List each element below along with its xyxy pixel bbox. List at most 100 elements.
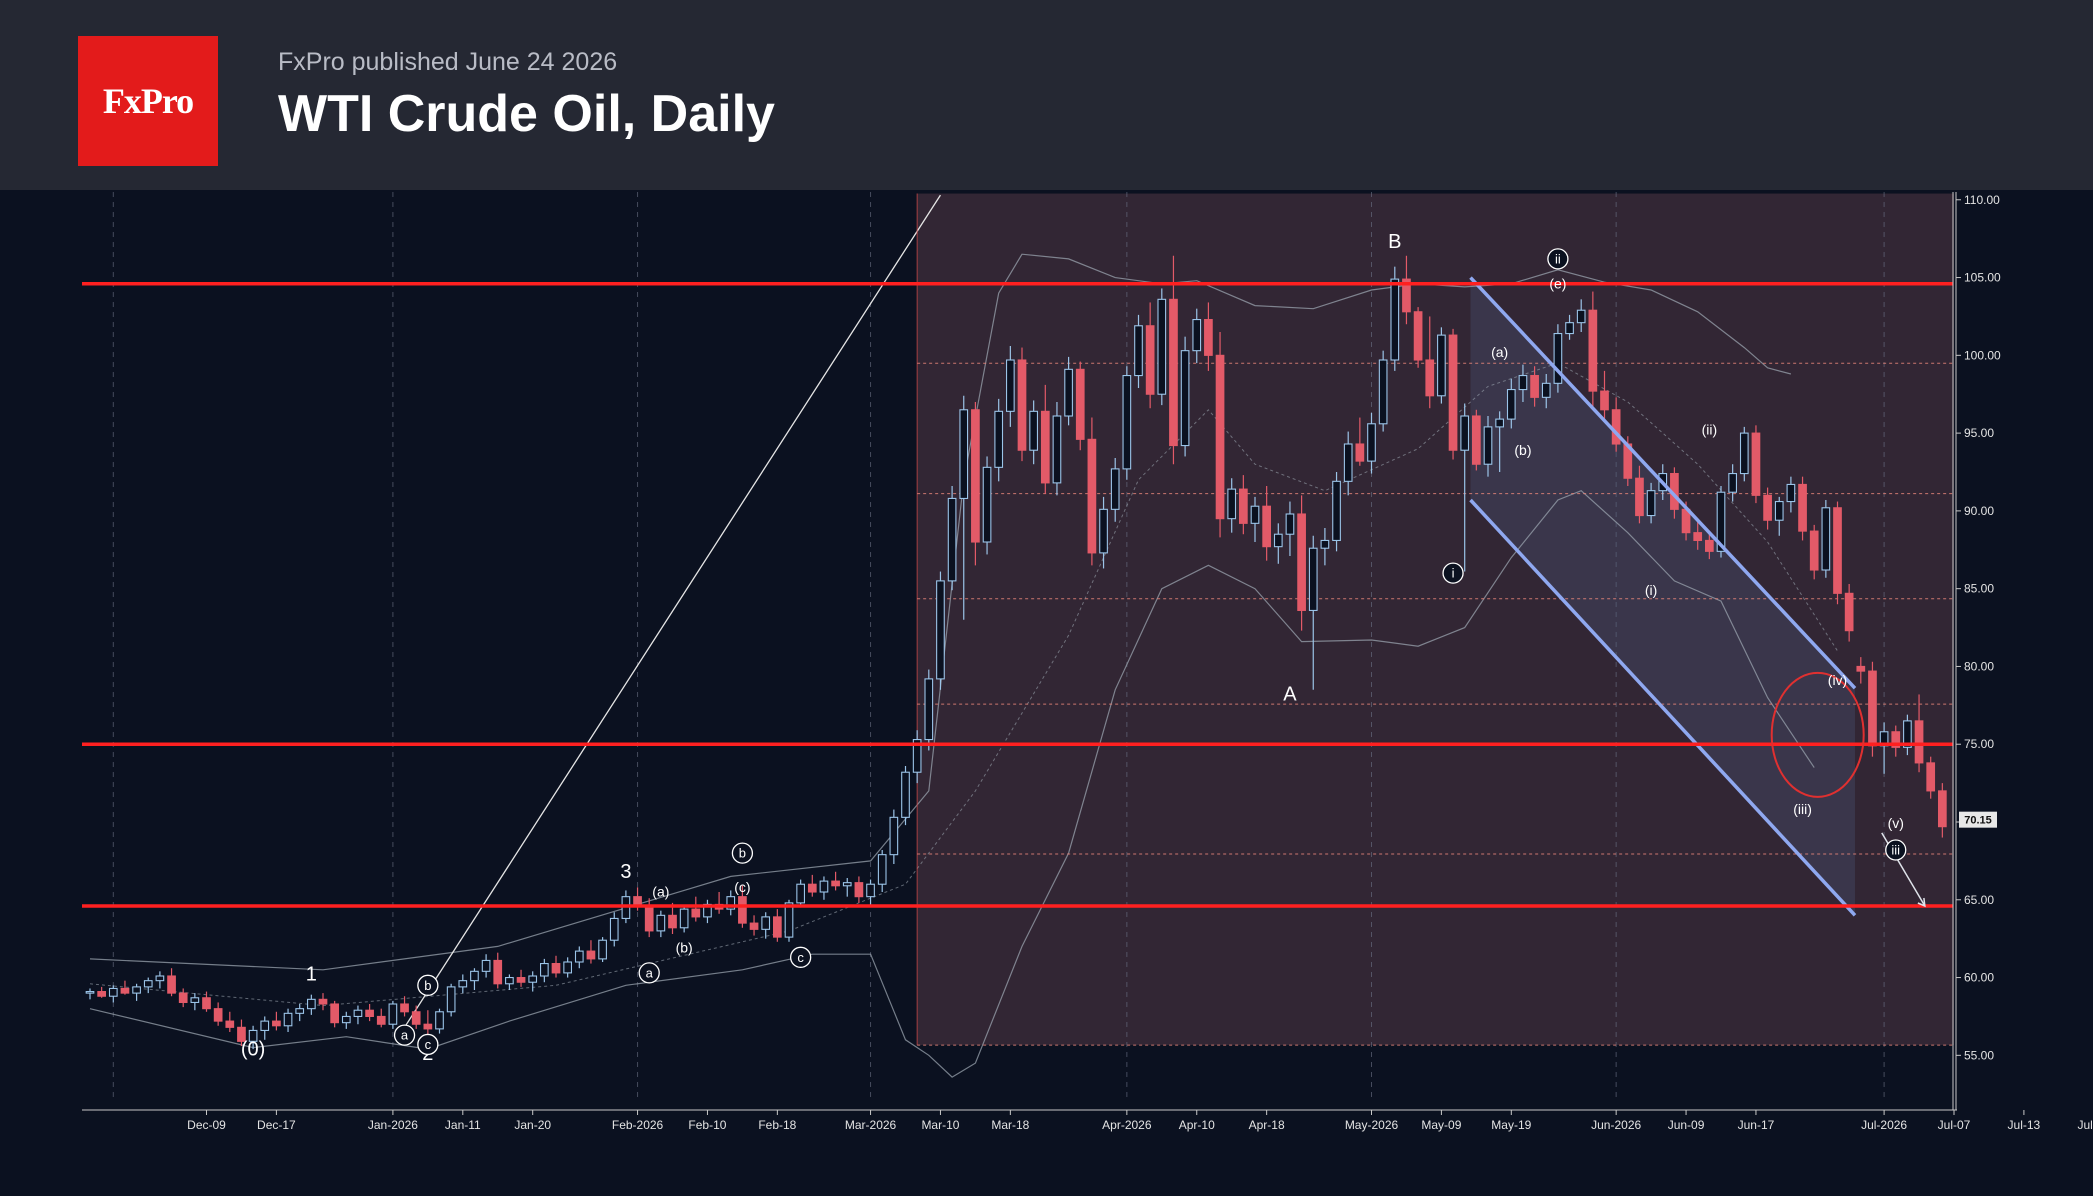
- x-tick-label: Dec-17: [257, 1118, 296, 1132]
- candle-body: [1169, 298, 1178, 447]
- candle-body: [458, 980, 468, 988]
- y-tick-label: 95.00: [1964, 426, 1994, 440]
- x-tick-label: Jun-17: [1738, 1118, 1775, 1132]
- x-tick-label: Mar-10: [921, 1118, 959, 1132]
- candle-body: [761, 916, 771, 930]
- wave-label-circle: [638, 962, 660, 984]
- wave-label: 1: [306, 964, 317, 986]
- candle-body: [1308, 547, 1318, 611]
- candle-bullish: [481, 954, 491, 978]
- candle-bearish: [831, 871, 840, 891]
- candle-bearish: [971, 402, 980, 566]
- page-title: WTI Crude Oil, Daily: [278, 85, 775, 143]
- candle-body: [1856, 665, 1866, 672]
- wave-label: (b): [1514, 442, 1531, 458]
- x-tick-label: May-19: [1491, 1118, 1531, 1132]
- candle-bearish: [749, 915, 759, 936]
- x-tick-label: Jul-07: [1938, 1118, 1971, 1132]
- candle-body: [1320, 539, 1330, 549]
- candle-bullish: [1460, 403, 1470, 572]
- candle-bullish: [1378, 350, 1388, 432]
- wave-label-circle: [1547, 248, 1569, 270]
- candle-bullish: [842, 878, 852, 897]
- candle-bullish: [1308, 535, 1318, 690]
- candle-bullish: [901, 766, 910, 826]
- candle-bearish: [1448, 328, 1458, 460]
- candle-bullish: [1367, 412, 1376, 474]
- candle-body: [481, 959, 491, 972]
- candle-body: [1821, 507, 1831, 571]
- y-tick-label: 105.00: [1964, 271, 2001, 285]
- candle-bearish: [1809, 524, 1819, 580]
- x-tick-label: Jul-13: [2008, 1118, 2041, 1132]
- candle-body: [539, 963, 549, 977]
- candle-bearish: [1705, 532, 1714, 560]
- candle-body: [1774, 501, 1784, 521]
- candle-body: [1926, 762, 1936, 792]
- candle-bullish: [1343, 431, 1353, 496]
- candle-body: [691, 908, 701, 918]
- candle-body: [1145, 325, 1155, 395]
- candle-bullish: [260, 1016, 270, 1040]
- candle-bullish: [1320, 528, 1330, 566]
- candle-body: [877, 854, 887, 885]
- candle-body: [889, 816, 899, 856]
- candle-body: [1378, 359, 1388, 425]
- candle-bearish: [516, 969, 526, 987]
- candle-body: [155, 975, 165, 982]
- candle-body: [143, 980, 153, 988]
- candle-bearish: [1075, 361, 1085, 451]
- candle-bullish: [924, 669, 934, 751]
- candle-body: [365, 1009, 374, 1017]
- candle-bullish: [295, 1004, 305, 1022]
- candle-bullish: [458, 974, 468, 994]
- candle-bullish: [1506, 378, 1516, 429]
- candle-body: [1029, 410, 1038, 451]
- candle-body: [1693, 532, 1703, 541]
- candle-body: [1413, 311, 1423, 361]
- x-tick-label: Jun-09: [1668, 1118, 1705, 1132]
- candle-body: [1192, 319, 1202, 352]
- candle-body: [1483, 426, 1493, 465]
- candle-body: [1367, 423, 1376, 462]
- candle-bullish: [598, 937, 607, 962]
- wave-label: iii: [1891, 843, 1900, 858]
- candle-bearish: [1413, 307, 1423, 368]
- candle-bullish: [248, 1025, 258, 1050]
- x-tick-label: Mar-2026: [845, 1118, 897, 1132]
- candle-body: [1332, 480, 1341, 541]
- candle-bearish: [1355, 417, 1365, 466]
- y-tick-label: 60.00: [1964, 971, 1994, 985]
- y-tick-label: 110.00: [1964, 193, 2000, 207]
- candle-bullish: [1157, 288, 1167, 406]
- x-tick-label: Jul-19: [2077, 1118, 2093, 1132]
- candle-bullish: [1739, 426, 1749, 482]
- candle-bearish: [411, 1005, 421, 1029]
- candle-bullish: [796, 879, 805, 908]
- candle-body: [749, 922, 759, 930]
- trendline: [404, 194, 941, 1028]
- candle-body: [1460, 415, 1470, 451]
- candle-body: [1425, 359, 1435, 397]
- candle-body: [1786, 483, 1796, 503]
- x-tick-label: Dec-09: [187, 1118, 226, 1132]
- wave-label: (iii): [1793, 801, 1812, 817]
- candle-body: [738, 896, 747, 924]
- candle-body: [644, 905, 654, 932]
- candle-body: [1262, 505, 1271, 548]
- candle-bearish: [1763, 487, 1772, 530]
- candle-bullish: [761, 912, 771, 939]
- candle-bullish: [959, 395, 969, 620]
- candle-bullish: [341, 1011, 351, 1029]
- candle-body: [807, 883, 817, 893]
- candle-body: [947, 497, 957, 582]
- candle-body: [1273, 533, 1283, 548]
- candle-body: [213, 1008, 223, 1022]
- candle-body: [190, 997, 200, 1003]
- channel-fill: [1470, 277, 1855, 916]
- x-tick-label: Jul-2026: [1861, 1118, 1907, 1132]
- candle-bullish: [819, 876, 829, 900]
- candle-body: [1611, 409, 1621, 445]
- candle-bearish: [1891, 725, 1901, 757]
- candle-body: [971, 409, 980, 543]
